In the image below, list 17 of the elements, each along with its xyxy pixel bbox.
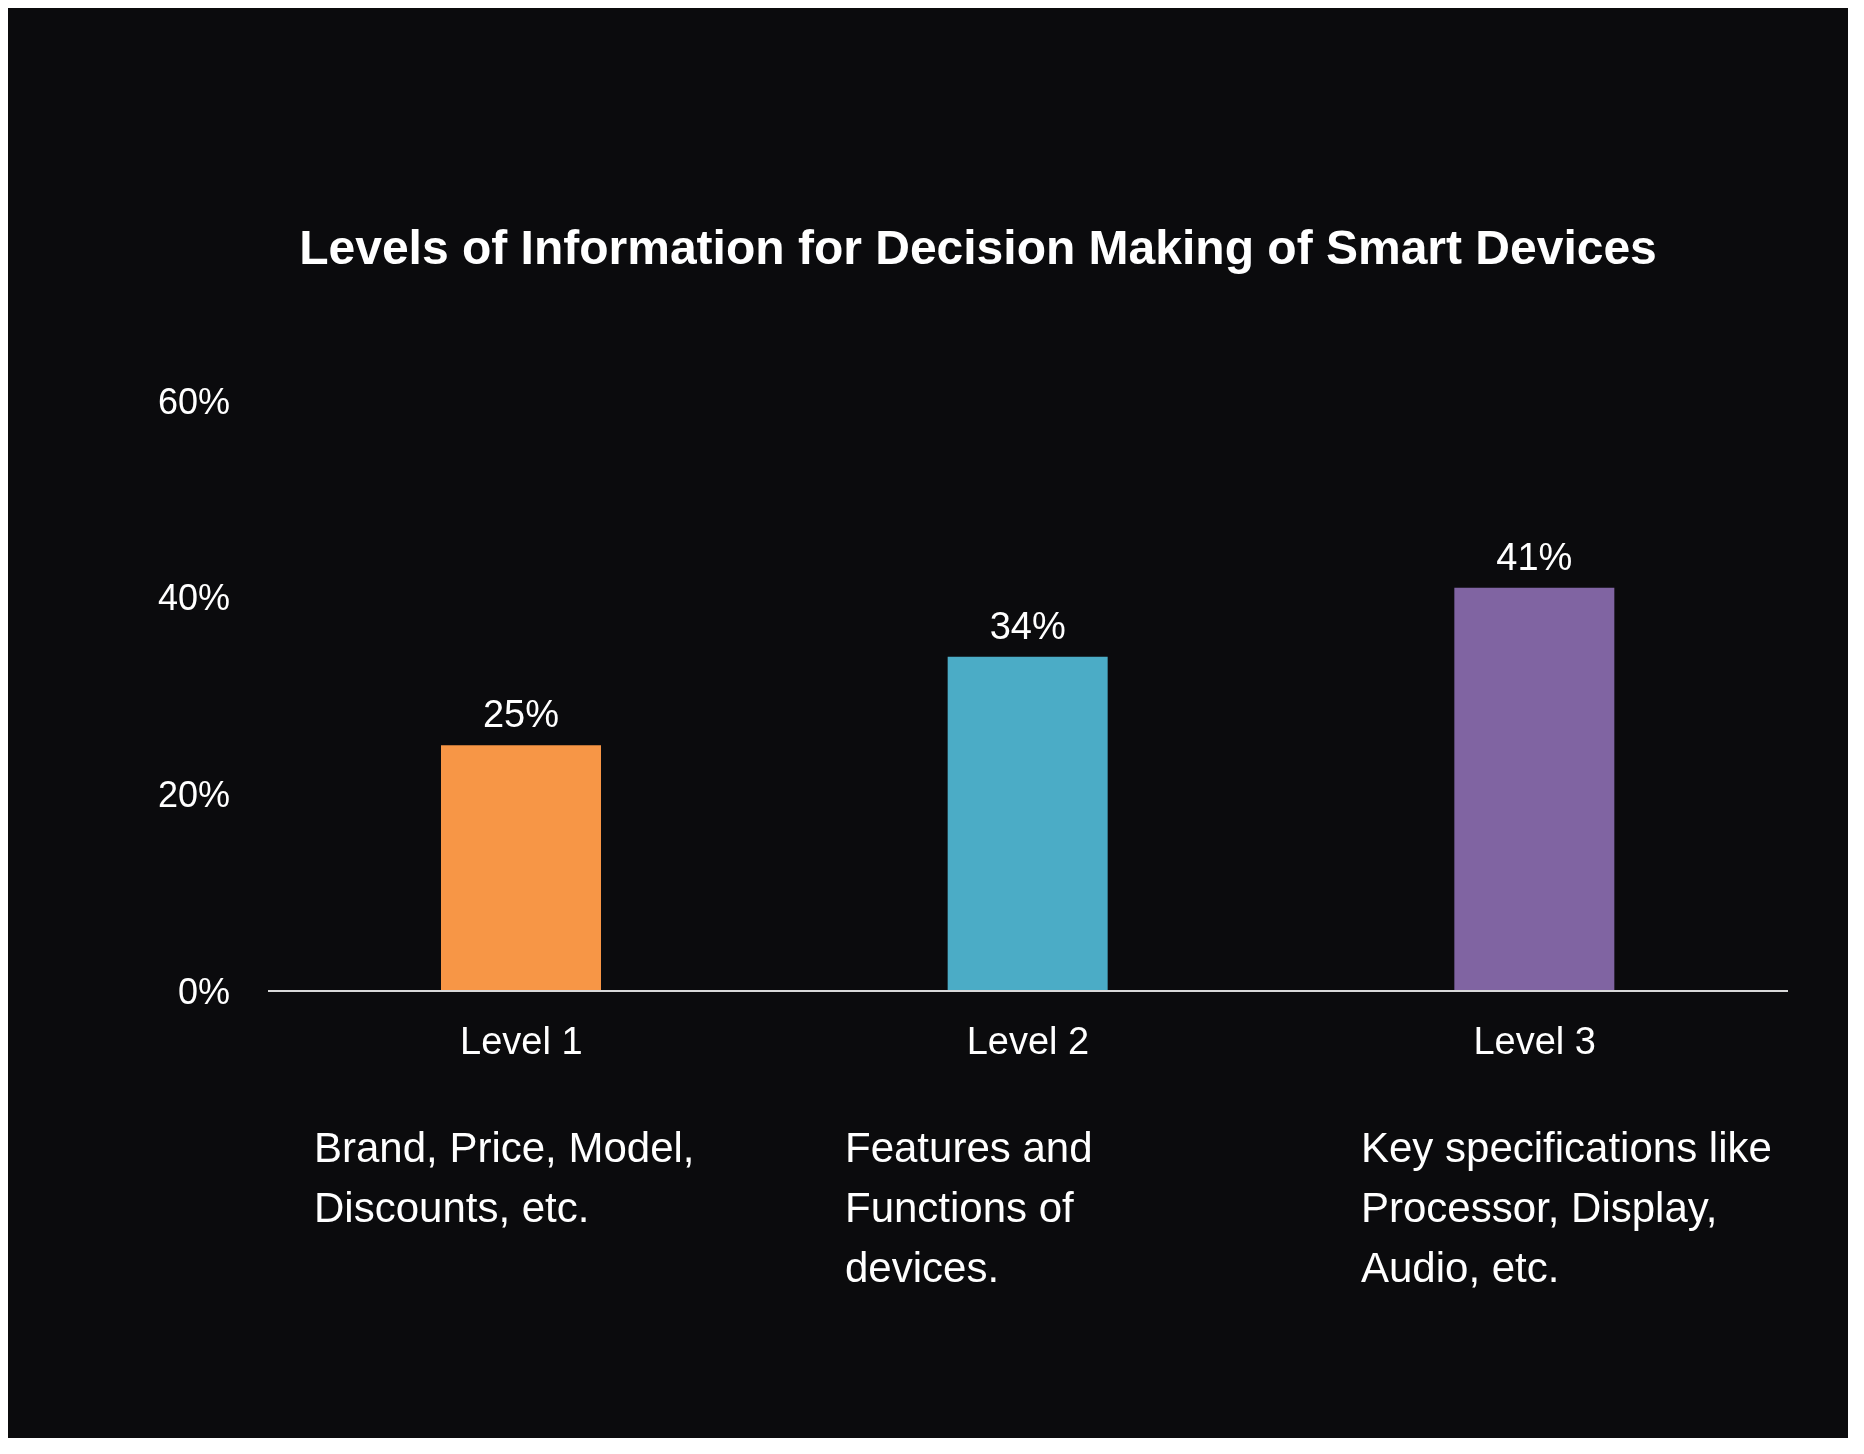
y-tick-label: 20% <box>157 774 230 816</box>
x-tick-label: Level 1 <box>460 1019 583 1062</box>
y-tick-label: 60% <box>157 380 230 422</box>
y-tick-label: 0% <box>177 970 230 1012</box>
bar <box>1454 587 1615 991</box>
y-tick-label: 40% <box>157 577 230 619</box>
bar <box>441 745 601 991</box>
text: Brand, Price, Model, Discounts, etc. <box>314 1123 696 1233</box>
chart-title: Levels of Information for Decision Making of Smart Devices <box>298 220 1658 276</box>
text: Features and Functions of devices. <box>845 1123 1094 1293</box>
bar <box>947 656 1108 991</box>
data-label: 25% <box>482 693 560 736</box>
x-tick-label: Level 2 <box>966 1019 1090 1062</box>
data-label: 41% <box>1496 535 1573 578</box>
data-label: 34% <box>989 604 1066 647</box>
text: Key specifications like Processor, Display, Audio, etc. <box>1361 1123 1773 1293</box>
x-tick-label: Level 3 <box>1473 1019 1596 1062</box>
